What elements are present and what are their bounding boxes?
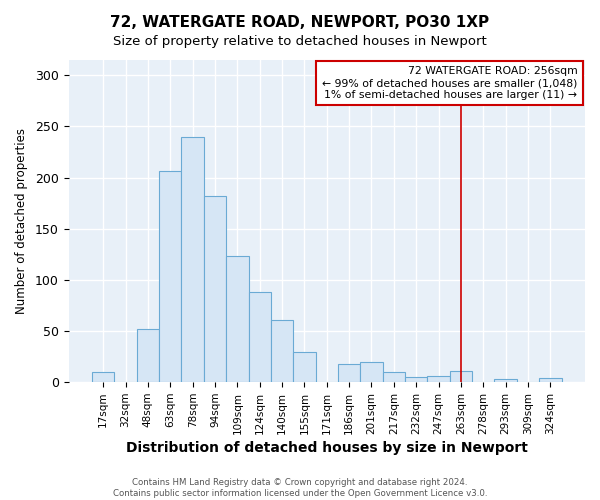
Text: Contains HM Land Registry data © Crown copyright and database right 2024.
Contai: Contains HM Land Registry data © Crown c… [113, 478, 487, 498]
Bar [539, 378, 562, 382]
Bar [450, 371, 472, 382]
Bar [405, 377, 427, 382]
Bar [92, 372, 115, 382]
Bar [293, 352, 316, 382]
Text: Size of property relative to detached houses in Newport: Size of property relative to detached ho… [113, 35, 487, 48]
Bar [361, 362, 383, 382]
Bar [226, 256, 248, 382]
Text: 72, WATERGATE ROAD, NEWPORT, PO30 1XP: 72, WATERGATE ROAD, NEWPORT, PO30 1XP [110, 15, 490, 30]
Bar [383, 372, 405, 382]
Bar [181, 136, 204, 382]
Bar [248, 292, 271, 382]
Text: 72 WATERGATE ROAD: 256sqm
← 99% of detached houses are smaller (1,048)
1% of sem: 72 WATERGATE ROAD: 256sqm ← 99% of detac… [322, 66, 577, 100]
Bar [204, 196, 226, 382]
X-axis label: Distribution of detached houses by size in Newport: Distribution of detached houses by size … [126, 441, 528, 455]
Bar [159, 172, 181, 382]
Bar [137, 329, 159, 382]
Bar [271, 320, 293, 382]
Bar [338, 364, 361, 382]
Bar [494, 379, 517, 382]
Y-axis label: Number of detached properties: Number of detached properties [15, 128, 28, 314]
Bar [427, 376, 450, 382]
